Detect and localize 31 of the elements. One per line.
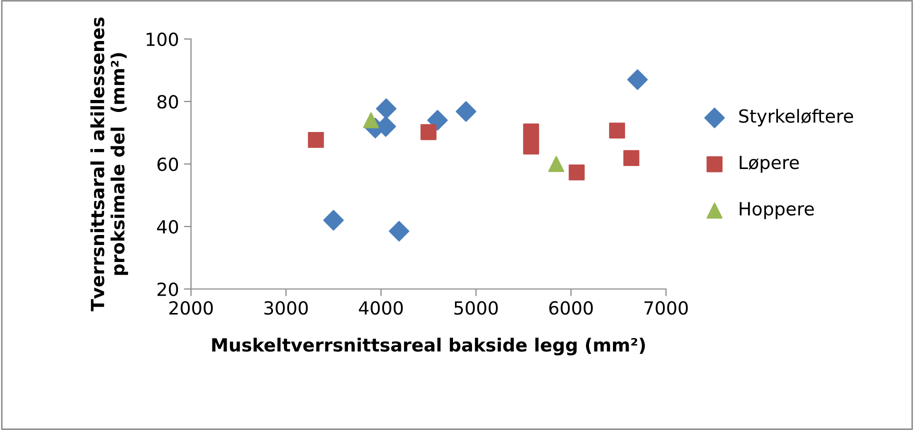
- x-tick-label: 6000: [549, 301, 593, 315]
- point: [523, 124, 540, 140]
- point: [523, 138, 540, 154]
- y-tick-label: 80: [157, 94, 178, 109]
- point: [427, 110, 448, 131]
- y-tick-label: 40: [157, 220, 178, 234]
- point: [388, 220, 410, 242]
- x-tick-label: 3000: [264, 301, 308, 315]
- point: [627, 69, 648, 90]
- point: [323, 210, 344, 231]
- point: [548, 156, 564, 172]
- x-tick-label: 7000: [644, 301, 688, 315]
- y-axis-title: Tverrsnittsaral i akillessenes proksimale del (mm²): [90, 17, 128, 312]
- point: [568, 164, 585, 180]
- x-tick-label: 4000: [358, 301, 403, 315]
- point: [363, 112, 380, 128]
- x-tick-label: 2000: [169, 301, 213, 315]
- legend-label: Hoppere: [740, 202, 814, 220]
- point: [623, 150, 640, 166]
- point: [376, 98, 396, 119]
- point: [456, 101, 476, 122]
- y-tick-label: 60: [157, 157, 178, 172]
- x-axis-title: Muskeltverrsnittsareal bakside legg (mm²): [212, 338, 645, 356]
- legend-label: Styrkeløftere: [739, 108, 854, 126]
- y-tick-label: 100: [146, 32, 178, 46]
- point: [420, 124, 436, 140]
- point: [609, 122, 626, 139]
- point: [308, 132, 324, 148]
- y-tick-label: 20: [158, 282, 178, 296]
- legend-label: Løpere: [740, 156, 799, 173]
- x-tick-label: 5000: [454, 301, 498, 315]
